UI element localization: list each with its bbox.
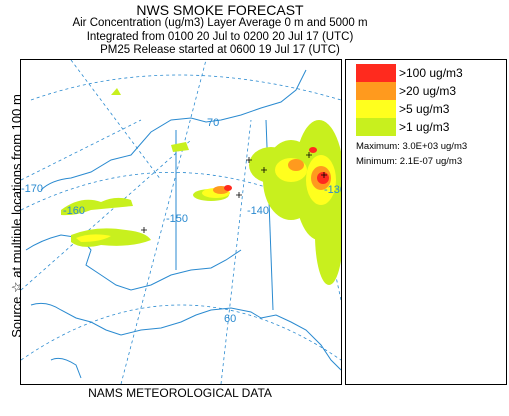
legend-label-5: >5 ug/m3 (399, 102, 450, 116)
legend-swatch-20 (356, 82, 396, 100)
legend-label-1: >1 ug/m3 (399, 120, 450, 134)
smoke-plume (61, 88, 341, 285)
legend-label-100: >100 ug/m3 (399, 66, 463, 80)
release-start: PM25 Release started at 0600 19 Jul 17 (… (100, 44, 340, 56)
graticule-labels: -170 -160 -150 -140 -130 70 60 (21, 117, 341, 325)
map-title: NWS SMOKE FORECAST (136, 2, 304, 18)
graticule (21, 60, 341, 384)
map-panel: -170 -160 -150 -140 -130 70 60 (20, 59, 342, 385)
lon-130-label: -130 (324, 184, 341, 196)
legend-swatch-1 (356, 118, 396, 136)
lon-150-label: -150 (166, 213, 188, 225)
source-markers (141, 152, 327, 233)
legend-label-20: >20 ug/m3 (399, 84, 457, 98)
legend-panel: >100 ug/m3 >20 ug/m3 >5 ug/m3 >1 ug/m3 M… (345, 59, 507, 385)
lon-160-label: -160 (63, 205, 85, 217)
smoke-map: -170 -160 -150 -140 -130 70 60 (21, 60, 341, 384)
data-source-footer: NAMS METEOROLOGICAL DATA (88, 386, 272, 400)
maximum-value: Maximum: 3.0E+03 ug/m3 (356, 141, 468, 152)
concentration-subtitle: Air Concentration (ug/m3) Layer Average … (72, 17, 368, 29)
lon-140-label: -140 (247, 205, 269, 217)
legend-swatch-100 (356, 64, 396, 82)
integration-period: Integrated from 0100 20 Jul to 0200 20 J… (86, 31, 354, 43)
minimum-value: Minimum: 2.1E-07 ug/m3 (356, 156, 463, 167)
lat-60-label: 60 (224, 313, 236, 325)
legend-swatch-5 (356, 100, 396, 118)
lon-170-label: -170 (21, 183, 43, 195)
lat-70-label: 70 (207, 117, 219, 129)
